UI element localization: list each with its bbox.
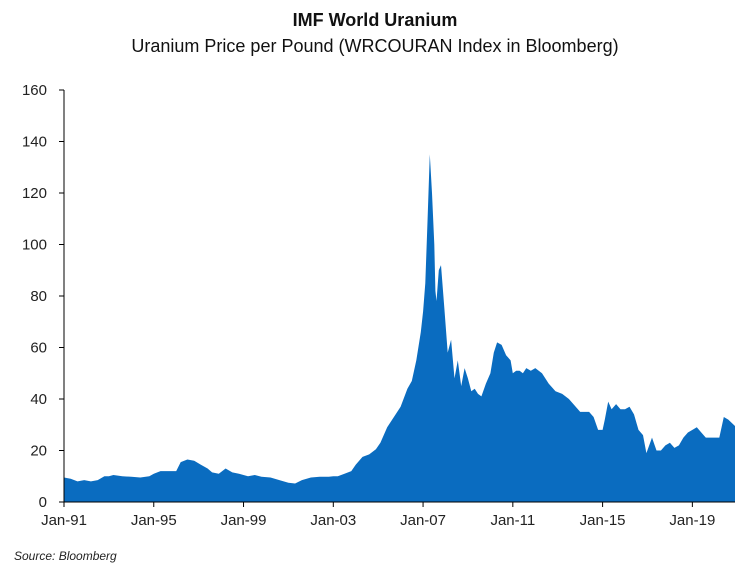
chart-title: IMF World Uranium bbox=[292, 10, 458, 30]
x-tick-label: Jan-95 bbox=[131, 512, 177, 529]
x-tick-label: Jan-19 bbox=[669, 512, 715, 529]
y-tick-label: 80 bbox=[30, 288, 47, 305]
x-tick-label: Jan-15 bbox=[580, 512, 626, 529]
y-tick-label: 0 bbox=[39, 494, 47, 511]
y-tick-label: 60 bbox=[30, 340, 47, 357]
x-tick-label: Jan-07 bbox=[400, 512, 446, 529]
x-tick-label: Jan-99 bbox=[221, 512, 267, 529]
source-note: Source: Bloomberg bbox=[14, 549, 117, 563]
price-area-series bbox=[64, 154, 735, 502]
chart-subtitle: Uranium Price per Pound (WRCOURAN Index … bbox=[131, 36, 619, 56]
y-tick-label: 40 bbox=[30, 391, 47, 408]
y-tick-label: 140 bbox=[22, 134, 47, 151]
y-tick-label: 120 bbox=[22, 185, 47, 202]
y-tick-label: 20 bbox=[30, 443, 47, 460]
x-tick-label: Jan-11 bbox=[490, 512, 535, 529]
x-tick-label: Jan-91 bbox=[41, 512, 87, 529]
y-tick-label: 100 bbox=[22, 237, 47, 254]
y-tick-label: 160 bbox=[22, 82, 47, 99]
x-tick-label: Jan-03 bbox=[310, 512, 356, 529]
